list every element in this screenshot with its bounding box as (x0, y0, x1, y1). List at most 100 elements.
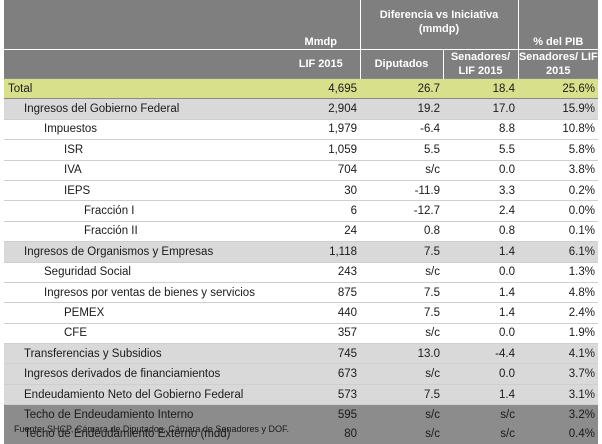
row-senadores: -4.4 (443, 344, 518, 364)
row-lif: 30 (282, 180, 360, 200)
row-senadores: s/c (443, 425, 518, 444)
row-senadores: 17.0 (443, 99, 518, 119)
row-label: Techo de Endeudamiento Interno (4, 405, 282, 425)
row-lif: 1,979 (282, 119, 360, 139)
row-label: Ingresos de Organismos y Empresas (4, 242, 282, 262)
row-label: Transferencias y Subsidios (4, 344, 282, 364)
row-senadores: s/c (443, 405, 518, 425)
header-senadores: Senadores/ LIF 2015 (443, 50, 518, 79)
header-senadores-label: Senadores/ LIF 2015 (451, 51, 510, 77)
row-label: PEMEX (4, 303, 282, 323)
row-diputados: -6.4 (360, 119, 443, 139)
row-senadores: 0.0 (443, 323, 518, 343)
row-senadores: 0.0 (443, 160, 518, 180)
row-pib: 0.2% (518, 180, 598, 200)
row-label: ISR (4, 140, 282, 160)
row-diputados: s/c (360, 262, 443, 282)
row-lif: 673 (282, 364, 360, 384)
row-senadores: 18.4 (443, 79, 518, 99)
row-diputados: s/c (360, 364, 443, 384)
row-label: Seguridad Social (4, 262, 282, 282)
row-diputados: 13.0 (360, 344, 443, 364)
row-label: Total (4, 79, 282, 99)
header-diferencia-label: Diferencia vs Iniciativa (mmdp) (369, 8, 509, 36)
header-pib-senadores: Senadores/ LIF 2015 (518, 50, 598, 79)
row-pib: 10.8% (518, 119, 598, 139)
row-label: Ingresos derivados de financiamientos (4, 364, 282, 384)
row-pib: 4.8% (518, 282, 598, 302)
row-diputados: 7.5 (360, 303, 443, 323)
row-diputados: 5.5 (360, 140, 443, 160)
row-diputados: s/c (360, 160, 443, 180)
row-label: Ingresos por ventas de bienes y servicio… (4, 282, 282, 302)
row-pib: 0.0% (518, 201, 598, 221)
row-pib: 3.1% (518, 384, 598, 404)
row-pib: 0.4% (518, 425, 598, 444)
row-senadores: 0.8 (443, 221, 518, 241)
row-diputados: 26.7 (360, 79, 443, 99)
row-senadores: 1.4 (443, 384, 518, 404)
row-pib: 15.9% (518, 99, 598, 119)
row-lif: 357 (282, 323, 360, 343)
row-lif: 704 (282, 160, 360, 180)
revenue-table: Mmdp Diferencia vs Iniciativa (mmdp) % d… (4, 0, 598, 444)
row-diputados: -12.7 (360, 201, 443, 221)
row-senadores: 0.0 (443, 262, 518, 282)
row-diputados: s/c (360, 425, 443, 444)
header-lif: LIF 2015 (282, 50, 360, 79)
row-diputados: 7.5 (360, 242, 443, 262)
row-lif: 440 (282, 303, 360, 323)
row-pib: 1.9% (518, 323, 598, 343)
header-blank (4, 0, 282, 50)
row-lif: 745 (282, 344, 360, 364)
row-senadores: 1.4 (443, 303, 518, 323)
row-pib: 5.8% (518, 140, 598, 160)
row-label: IVA (4, 160, 282, 180)
row-lif: 595 (282, 405, 360, 425)
row-diputados: s/c (360, 405, 443, 425)
row-lif: 24 (282, 221, 360, 241)
header-row-top: Mmdp Diferencia vs Iniciativa (mmdp) % d… (4, 0, 598, 50)
row-senadores: 8.8 (443, 119, 518, 139)
table-row: Ingresos por ventas de bienes y servicio… (4, 282, 598, 302)
row-label: IEPS (4, 180, 282, 200)
row-label: Fracción I (4, 201, 282, 221)
row-diputados: s/c (360, 323, 443, 343)
row-pib: 3.2% (518, 405, 598, 425)
row-senadores: 3.3 (443, 180, 518, 200)
row-senadores: 2.4 (443, 201, 518, 221)
row-lif: 6 (282, 201, 360, 221)
row-label: Impuestos (4, 119, 282, 139)
row-diputados: 0.8 (360, 221, 443, 241)
row-label: Endeudamiento Neto del Gobierno Federal (4, 384, 282, 404)
header-blank-2 (4, 50, 282, 79)
row-diputados: 19.2 (360, 99, 443, 119)
row-label: CFE (4, 323, 282, 343)
row-diputados: -11.9 (360, 180, 443, 200)
row-pib: 2.4% (518, 303, 598, 323)
row-label: Ingresos del Gobierno Federal (4, 99, 282, 119)
row-senadores: 1.4 (443, 282, 518, 302)
header-mmdp: Mmdp (282, 0, 360, 50)
row-lif: 875 (282, 282, 360, 302)
row-lif: 573 (282, 384, 360, 404)
row-lif: 1,059 (282, 140, 360, 160)
source-note: Fuente: SHCP, Cámara de Diputados, Cámar… (14, 424, 289, 434)
row-lif: 243 (282, 262, 360, 282)
row-lif: 80 (282, 425, 360, 444)
row-pib: 25.6% (518, 79, 598, 99)
row-pib: 4.1% (518, 344, 598, 364)
row-pib: 3.7% (518, 364, 598, 384)
